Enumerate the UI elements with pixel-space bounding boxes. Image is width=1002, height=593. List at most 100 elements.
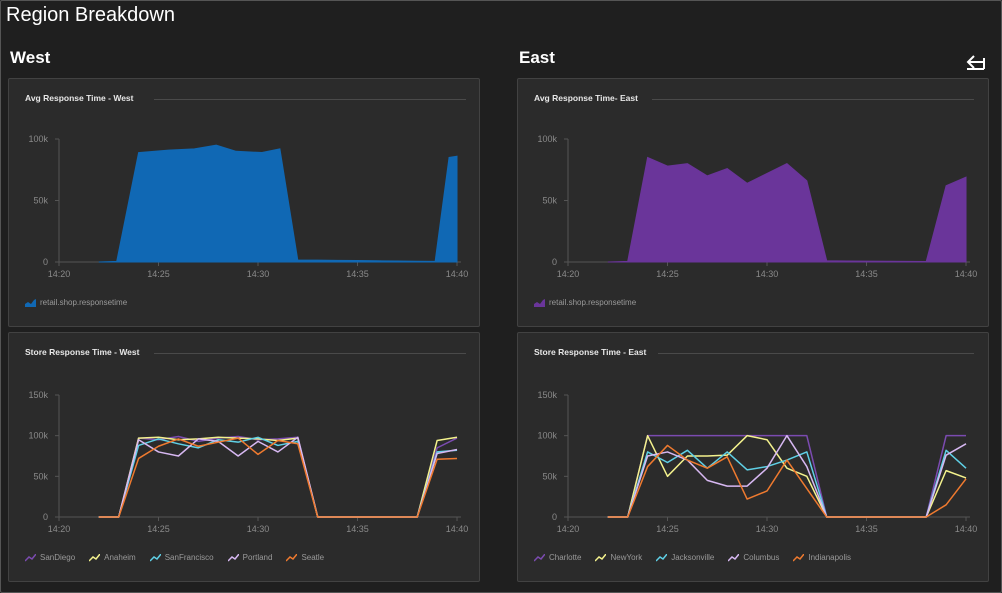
y-tick-label: 150k [28, 390, 48, 400]
title-rule [154, 99, 466, 100]
legend-item-anaheim[interactable]: Anaheim [88, 553, 136, 562]
title-rule [652, 99, 974, 100]
title-rule [154, 353, 466, 354]
chart-card-avg-east: Avg Response Time- East 0 50k 100k 14:20 14:… [517, 78, 989, 327]
legend-label: SanFrancisco [164, 553, 214, 562]
legend-item-jacksonville[interactable]: Jacksonville [655, 553, 715, 562]
y-tick-label: 50k [542, 196, 557, 206]
x-tick-label: 14:35 [346, 269, 369, 279]
line-chart-icon [149, 553, 162, 562]
x-tick-label: 14:25 [656, 269, 679, 279]
line-series-charlotte [607, 434, 967, 518]
legend-item-seatle[interactable]: Seatle [285, 553, 325, 562]
legend-label: Anaheim [104, 553, 136, 562]
legend-item-columbus[interactable]: Columbus [727, 553, 780, 562]
y-tick-label: 50k [33, 471, 48, 481]
y-tick-label: 100k [537, 134, 557, 144]
x-tick-label: 14:40 [446, 524, 469, 534]
x-tick-label: 14:25 [147, 524, 170, 534]
line-series-indianapolis [607, 444, 967, 518]
x-tick-label: 14:20 [557, 269, 580, 279]
legend-label: Seatle [301, 553, 325, 562]
collapse-left-arrow-icon[interactable] [962, 50, 988, 74]
legend-label: Jacksonville [671, 553, 715, 562]
line-chart-icon [88, 553, 101, 562]
chart-title: Avg Response Time- East [534, 93, 638, 103]
x-tick-label: 14:35 [855, 269, 878, 279]
legend-label: Charlotte [549, 553, 582, 562]
line-series-columbus [607, 434, 967, 518]
chart-avg-response-east: 0 50k 100k 14:20 14:25 14:30 14:35 14:40 [537, 134, 978, 279]
x-tick-label: 14:35 [855, 524, 878, 534]
legend-item-sandiego[interactable]: SanDiego [24, 553, 76, 562]
legend-item-newyork[interactable]: NewYork [594, 553, 643, 562]
area-chart-icon [25, 298, 36, 307]
legend-item-indianapolis[interactable]: Indianapolis [792, 553, 852, 562]
chart-title: Store Response Time - East [534, 347, 647, 357]
chart-card-store-west: Store Response Time - West 0 50k 100k 150k 1… [8, 332, 480, 582]
area-series-retail-shop-responsetime [607, 156, 967, 263]
line-chart-icon [655, 553, 668, 562]
x-tick-label: 14:20 [557, 524, 580, 534]
x-tick-label: 14:30 [247, 524, 270, 534]
chart-card-avg-west: Avg Response Time - West 0 50k 100k 14:20 14… [8, 78, 480, 327]
line-series-newyork [607, 434, 967, 518]
x-tick-label: 14:35 [346, 524, 369, 534]
chart-store-response-west: 0 50k 100k 150k 14:20 14:25 14:30 14:35 14:40 [28, 390, 469, 534]
y-tick-label: 50k [33, 196, 48, 206]
region-title-west: West [10, 48, 51, 67]
y-tick-label: 50k [542, 471, 557, 481]
x-tick-label: 14:40 [955, 524, 978, 534]
chart-legend: SanDiego Anaheim SanFrancisco Portland Seatl… [24, 553, 325, 562]
chart-store-response-east: 0 50k 100k 150k 14:20 14:25 14:30 14:35 14:40 [537, 390, 978, 534]
legend-label: NewYork [610, 553, 643, 562]
legend-label: retail.shop.responsetime [549, 298, 637, 307]
line-chart-icon [533, 553, 546, 562]
y-tick-label: 100k [28, 431, 48, 441]
legend-label: Portland [242, 553, 273, 562]
legend-label: retail.shop.responsetime [40, 298, 128, 307]
chart-legend: retail.shop.responsetime [534, 298, 636, 307]
line-chart-icon [727, 553, 740, 562]
x-tick-label: 14:25 [656, 524, 679, 534]
line-chart-icon [792, 553, 805, 562]
legend-label: SanDiego [40, 553, 76, 562]
x-tick-label: 14:30 [756, 524, 779, 534]
x-tick-label: 14:25 [147, 269, 170, 279]
legend-label: Indianapolis [808, 553, 852, 562]
y-tick-label: 100k [537, 431, 557, 441]
page-title: Region Breakdown [6, 4, 175, 26]
title-rule [658, 353, 974, 354]
legend-item-sanfrancisco[interactable]: SanFrancisco [149, 553, 214, 562]
y-tick-label: 0 [552, 257, 557, 267]
y-tick-label: 0 [43, 512, 48, 522]
chart-title: Avg Response Time - West [25, 93, 134, 103]
area-series-retail-shop-responsetime [98, 144, 458, 263]
legend-item-charlotte[interactable]: Charlotte [533, 553, 582, 562]
line-chart-icon [24, 553, 37, 562]
x-tick-label: 14:30 [247, 269, 270, 279]
legend-label: Columbus [743, 553, 780, 562]
region-title-east: East [519, 48, 555, 67]
x-tick-label: 14:40 [955, 269, 978, 279]
legend-item[interactable]: retail.shop.responsetime [534, 298, 636, 307]
x-tick-label: 14:20 [48, 269, 71, 279]
y-tick-label: 100k [28, 134, 48, 144]
chart-card-store-east: Store Response Time - East 0 50k 100k 150k 1… [517, 332, 989, 582]
line-chart-icon [227, 553, 240, 562]
chart-title: Store Response Time - West [25, 347, 140, 357]
legend-item[interactable]: retail.shop.responsetime [25, 298, 127, 307]
x-tick-label: 14:30 [756, 269, 779, 279]
x-tick-label: 14:40 [446, 269, 469, 279]
line-chart-icon [594, 553, 608, 562]
area-chart-icon [534, 298, 545, 307]
chart-avg-response-west: 0 50k 100k 14:20 14:25 14:30 14:35 14:40 [28, 134, 469, 279]
y-tick-label: 0 [552, 512, 557, 522]
x-tick-label: 14:20 [48, 524, 71, 534]
chart-legend: retail.shop.responsetime [25, 298, 127, 307]
chart-legend: Charlotte NewYork Jacksonville Columbus Indi… [533, 553, 852, 562]
line-chart-icon [285, 553, 299, 562]
y-tick-label: 0 [43, 257, 48, 267]
y-tick-label: 150k [537, 390, 557, 400]
legend-item-portland[interactable]: Portland [227, 553, 273, 562]
